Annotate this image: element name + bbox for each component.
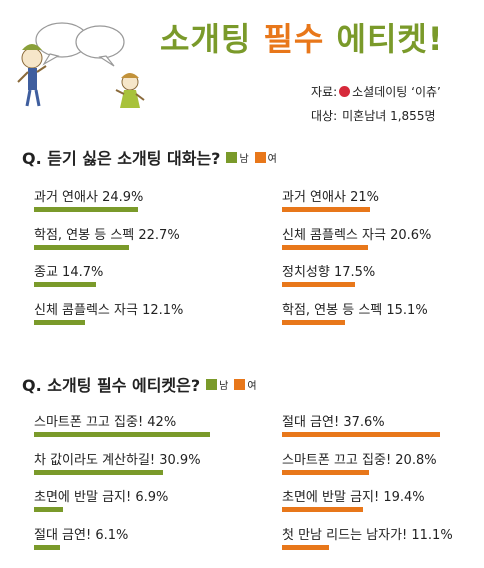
bar-label: 스마트폰 끄고 집중! 42% <box>34 415 177 430</box>
question2-title: Q. 소개팅 필수 에티켓은? 남 여 <box>22 372 257 396</box>
target-value: 미혼남녀 1,855명 <box>342 109 436 123</box>
bar-label: 종교 14.7% <box>34 265 104 280</box>
bar-female <box>282 319 346 325</box>
legend-female-swatch <box>254 151 266 163</box>
bar-male <box>34 432 210 437</box>
legend-male-swatch <box>226 151 238 163</box>
page-title: 소개팅 필수 에티켓! <box>160 14 460 60</box>
bar-male <box>34 244 130 250</box>
bar-male <box>34 544 60 550</box>
bar-label: 과거 연애사 21% <box>282 190 379 205</box>
title-part3: 에티켓! <box>336 20 444 58</box>
speech-bubble-icon <box>35 22 125 67</box>
bar-male <box>34 282 96 287</box>
bar-female <box>282 544 329 550</box>
bar-male <box>34 207 139 212</box>
title-part1: 소개팅 <box>160 20 252 58</box>
question1-title: Q. 듣기 싫은 소개팅 대화는? 남 여 <box>22 145 277 169</box>
legend-female-swatch <box>234 378 246 390</box>
bar-male <box>34 507 63 512</box>
legend-male-label: 남 <box>219 380 229 392</box>
bar-label: 절대 금연! 37.6% <box>282 415 385 430</box>
target-line: 대상: 미혼남녀 1,855명 <box>311 107 436 124</box>
bar-label: 신체 콤플렉스 자극 20.6% <box>282 227 432 243</box>
bar-label: 초면에 반말 금지! 19.4% <box>282 490 425 505</box>
bar-female <box>282 469 370 475</box>
legend-female-label: 여 <box>267 153 277 165</box>
bar-label: 과거 연애사 24.9% <box>34 190 144 205</box>
bar-label: 차 값이라도 계산하길! 30.9% <box>34 452 201 468</box>
boy-icon <box>17 44 47 107</box>
question2-text: Q. 소개팅 필수 에티켓은? <box>22 376 201 395</box>
question1-text: Q. 듣기 싫은 소개팅 대화는? <box>22 149 221 168</box>
bar-female <box>282 244 369 250</box>
source-name: 소셜데이팅 ‘이츄’ <box>352 85 441 99</box>
bar-female <box>282 432 440 437</box>
legend-male-swatch <box>206 378 218 390</box>
source-logo-icon <box>339 86 351 97</box>
bar-label: 학점, 연봉 등 스펙 15.1% <box>282 302 428 318</box>
bar-label: 신체 콤플렉스 자극 12.1% <box>34 302 184 318</box>
source-label: 자료: <box>311 85 338 99</box>
bar-label: 학점, 연봉 등 스펙 22.7% <box>34 227 180 243</box>
legend-male-label: 남 <box>239 153 249 165</box>
bar-male <box>34 319 85 325</box>
bar-label: 초면에 반말 금지! 6.9% <box>34 490 169 505</box>
title-part2: 필수 <box>263 20 325 58</box>
legend-female-label: 여 <box>247 380 257 392</box>
kids-illustration-icon <box>17 22 145 108</box>
bar-female <box>282 282 356 287</box>
bar-label: 첫 만남 리드는 남자가! 11.1% <box>282 527 453 543</box>
bar-female <box>282 207 370 212</box>
source-line: 자료: 소셜데이팅 ‘이츄’ <box>311 83 441 100</box>
target-label: 대상: <box>311 109 338 123</box>
bar-label: 정치성향 17.5% <box>282 265 376 280</box>
girl-icon <box>115 73 145 108</box>
bar-label: 스마트폰 끄고 집중! 20.8% <box>282 452 437 468</box>
bar-male <box>34 469 164 475</box>
bar-label: 절대 금연! 6.1% <box>34 527 129 543</box>
bar-female <box>282 507 364 512</box>
